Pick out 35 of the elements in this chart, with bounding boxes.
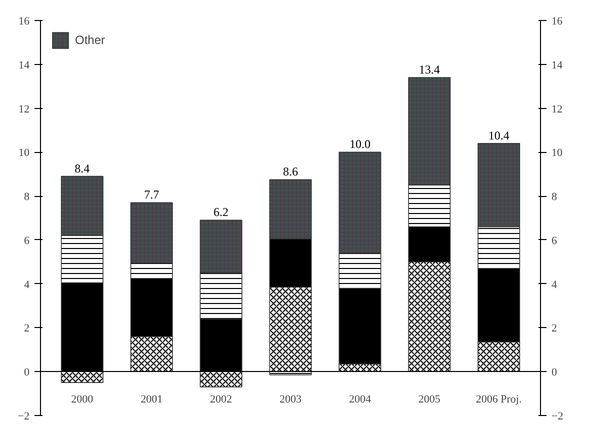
total-label: 10.4 — [488, 128, 510, 142]
y2-tick-label: 10 — [552, 147, 563, 160]
total-label: 13.4 — [418, 62, 440, 77]
total-label: 10.0 — [349, 137, 370, 152]
x-tick-label: 2006 Proj. — [476, 394, 522, 406]
y-tick-label: −2 — [18, 410, 30, 422]
y2-tick-label: 12 — [552, 103, 562, 116]
y2-tick-label: 16 — [552, 16, 563, 28]
y-tick-label: 4 — [24, 278, 30, 291]
total-label: 7.7 — [144, 188, 160, 202]
y2-tick-label: 0 — [552, 366, 558, 379]
y2-tick-label: 2 — [552, 322, 557, 335]
x-tick-label: 2005 — [418, 394, 441, 406]
total-label: 6.2 — [214, 205, 229, 220]
legend-label: Other — [75, 33, 106, 47]
total-label: 8.4 — [74, 161, 90, 176]
y-tick-label: 2 — [24, 322, 30, 335]
y-tick-label: 14 — [18, 59, 30, 72]
y2-tick-label: 6 — [552, 234, 558, 247]
x-tick-label: 2000 — [71, 394, 94, 406]
y2-tick-label: −2 — [552, 410, 564, 422]
y2-tick-label: 8 — [552, 191, 558, 204]
y-tick-label: 8 — [24, 191, 30, 204]
x-tick-label: 2004 — [348, 394, 372, 406]
x-tick-label: 2002 — [210, 394, 232, 406]
y-tick-label: 10 — [18, 147, 30, 160]
total-label: 8.6 — [283, 164, 298, 179]
x-tick-label: 2003 — [280, 394, 302, 406]
y-tick-label: 16 — [18, 16, 30, 28]
y2-tick-label: 4 — [552, 278, 558, 291]
y2-tick-label: 14 — [552, 59, 563, 72]
x-tick-label: 2001 — [140, 394, 163, 406]
y-tick-label: 12 — [18, 103, 30, 116]
y-tick-label: 0 — [24, 366, 30, 379]
y-tick-label: 6 — [24, 234, 30, 247]
